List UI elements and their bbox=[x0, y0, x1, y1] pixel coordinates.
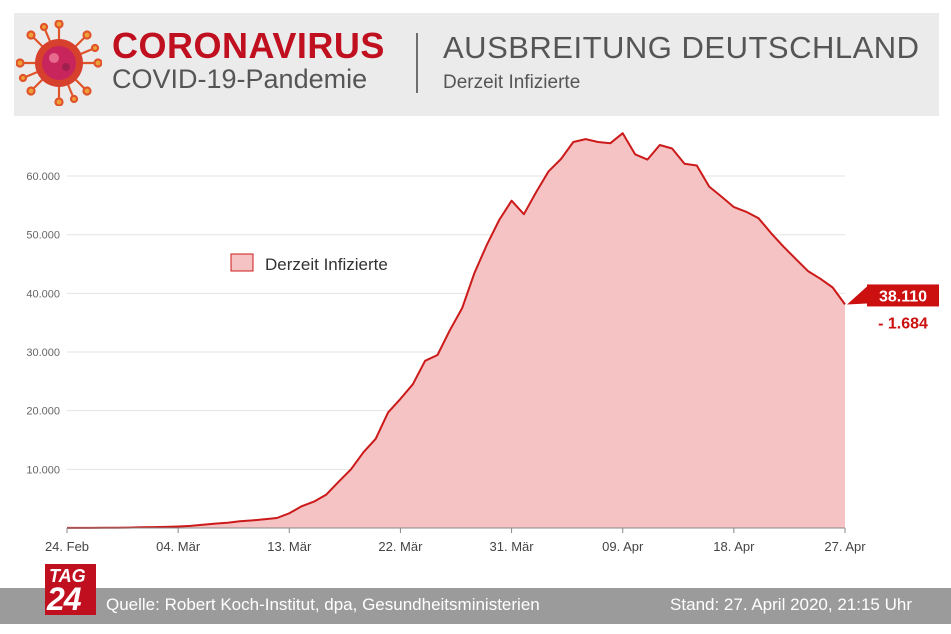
x-tick-label: 04. Mär bbox=[156, 539, 201, 554]
callout-pointer bbox=[847, 286, 867, 305]
footer-bar bbox=[0, 588, 951, 624]
chart-title: AUSBREITUNG DEUTSCHLAND bbox=[443, 30, 920, 65]
logo-number-text: 24 bbox=[47, 581, 82, 617]
brand-title: CORONAVIRUS bbox=[112, 25, 385, 66]
header-divider bbox=[416, 33, 418, 93]
series-line-derzeit-infizierte bbox=[67, 132, 846, 529]
legend-label: Derzeit Infizierte bbox=[265, 255, 388, 274]
y-tick-label: 40.000 bbox=[26, 288, 60, 300]
y-tick-label: 30.000 bbox=[26, 347, 60, 359]
series-area-fill bbox=[67, 133, 845, 528]
timestamp-text: Stand: 27. April 2020, 21:15 Uhr bbox=[670, 595, 912, 614]
x-tick-label: 27. Apr bbox=[824, 539, 866, 554]
latest-value-label: 38.110 bbox=[879, 288, 927, 305]
logo-tag-text: TAG bbox=[49, 566, 86, 586]
source-text: Quelle: Robert Koch-Institut, dpa, Gesun… bbox=[106, 595, 540, 614]
coronavirus-icon bbox=[16, 20, 102, 106]
y-tick-label: 50.000 bbox=[26, 230, 60, 242]
x-axis: 24. Feb 04. Mär 13. Mär 22. Mär 31. Mär 09. A… bbox=[45, 527, 866, 554]
x-tick-label: 22. Mär bbox=[378, 539, 423, 554]
x-tick-label: 24. Feb bbox=[45, 539, 89, 554]
latest-change-label: - 1.684 bbox=[878, 315, 928, 332]
y-tick-label: 20.000 bbox=[26, 406, 60, 418]
x-tick-label: 18. Apr bbox=[713, 539, 755, 554]
area-layer bbox=[67, 132, 846, 529]
y-axis: 10.000 20.000 30.000 40.000 50.000 60.000 bbox=[26, 171, 60, 476]
tag24-logo: TAG 24 bbox=[45, 564, 96, 617]
header-banner bbox=[14, 13, 939, 116]
legend: Derzeit Infizierte bbox=[230, 253, 388, 274]
legend-swatch bbox=[230, 253, 254, 272]
chart-subtitle: Derzeit Infizierte bbox=[443, 72, 581, 93]
y-tick-label: 60.000 bbox=[26, 171, 60, 183]
callout-box bbox=[867, 284, 939, 307]
x-tick-label: 31. Mär bbox=[490, 539, 535, 554]
x-tick-label: 09. Apr bbox=[602, 539, 644, 554]
x-tick-label: 13. Mär bbox=[267, 539, 312, 554]
y-tick-label: 10.000 bbox=[26, 464, 60, 476]
latest-value-callout: 38.110 - 1.684 bbox=[847, 284, 939, 332]
brand-subtitle: COVID-19-Pandemie bbox=[112, 64, 368, 94]
